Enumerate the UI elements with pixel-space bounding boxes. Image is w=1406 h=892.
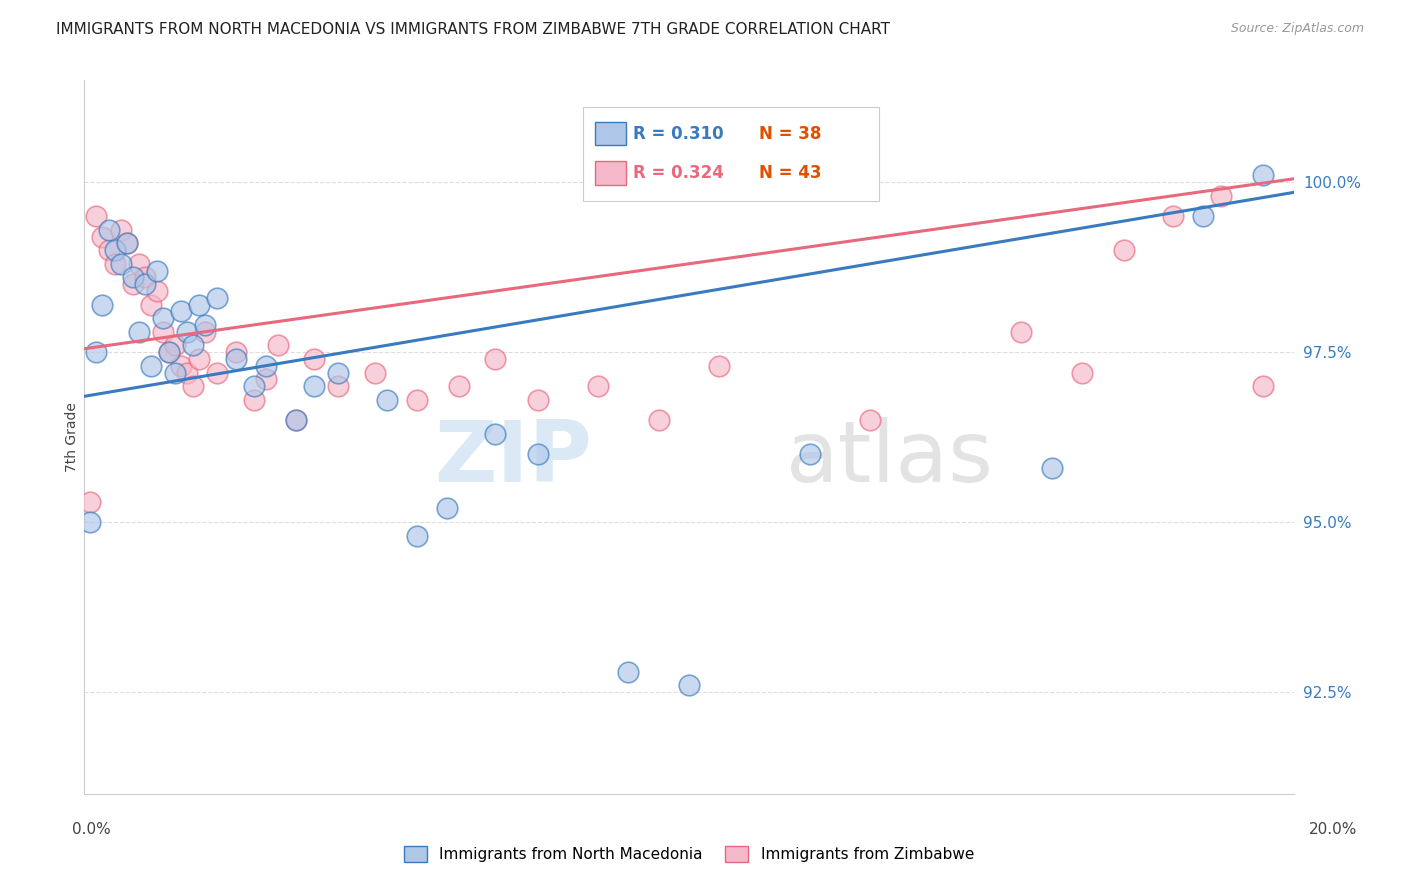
Point (436, 501, 458, 516)
Point (115, 236, 138, 251)
Point (134, 270, 156, 285)
Point (157, 345, 180, 359)
Point (121, 277, 143, 292)
Point (194, 325, 217, 339)
Point (1114, 243, 1136, 257)
Point (165, 366, 187, 380)
Point (328, 379, 350, 393)
Point (104, 257, 127, 271)
Point (242, 392, 264, 407)
Point (139, 297, 162, 311)
Point (799, 447, 821, 461)
Point (254, 359, 277, 373)
Point (207, 291, 229, 305)
Point (484, 351, 506, 366)
Point (375, 392, 398, 407)
Point (176, 366, 198, 380)
Point (1209, 189, 1232, 203)
Point (181, 338, 204, 352)
Legend: Immigrants from North Macedonia, Immigrants from Zimbabwe: Immigrants from North Macedonia, Immigra… (398, 840, 980, 868)
Point (165, 338, 187, 352)
Point (267, 338, 290, 352)
Point (254, 372, 277, 386)
Point (588, 379, 610, 393)
Point (91, 297, 114, 311)
Point (188, 297, 211, 311)
Text: 20.0%: 20.0% (1309, 822, 1357, 837)
Point (79, 494, 101, 508)
Point (1192, 209, 1215, 223)
Point (146, 263, 169, 277)
Point (128, 257, 150, 271)
Point (170, 359, 193, 373)
Point (115, 236, 138, 251)
Point (242, 379, 264, 393)
Point (527, 447, 550, 461)
Point (1040, 460, 1063, 475)
Y-axis label: 7th Grade: 7th Grade (65, 402, 79, 472)
Text: ZIP: ZIP (434, 417, 592, 500)
Point (152, 311, 174, 326)
Point (170, 304, 193, 318)
Point (285, 413, 308, 427)
Point (859, 413, 882, 427)
Point (406, 528, 429, 542)
Point (91, 229, 114, 244)
Point (97, 223, 120, 237)
Point (449, 379, 471, 393)
Point (225, 351, 247, 366)
Point (176, 325, 198, 339)
Point (97, 243, 120, 257)
Point (328, 366, 350, 380)
Point (302, 351, 325, 366)
Point (1253, 169, 1275, 183)
Text: IMMIGRANTS FROM NORTH MACEDONIA VS IMMIGRANTS FROM ZIMBABWE 7TH GRADE CORRELATIO: IMMIGRANTS FROM NORTH MACEDONIA VS IMMIG… (56, 22, 890, 37)
Point (1071, 366, 1094, 380)
Point (527, 392, 550, 407)
Point (207, 366, 229, 380)
Point (86, 345, 108, 359)
Point (302, 379, 325, 393)
Point (648, 413, 671, 427)
Point (134, 277, 156, 292)
Point (1011, 325, 1033, 339)
Point (110, 257, 132, 271)
Point (152, 325, 174, 339)
Point (484, 426, 506, 441)
Point (104, 243, 127, 257)
Point (363, 366, 385, 380)
Point (128, 325, 150, 339)
Point (1161, 209, 1184, 223)
Point (194, 318, 217, 332)
Point (1253, 379, 1275, 393)
Text: Source: ZipAtlas.com: Source: ZipAtlas.com (1230, 22, 1364, 36)
Text: R = 0.324: R = 0.324 (633, 164, 724, 182)
Point (709, 359, 731, 373)
Text: N = 43: N = 43 (759, 164, 821, 182)
Point (146, 284, 169, 298)
Point (79, 515, 101, 529)
Point (285, 413, 308, 427)
Point (139, 359, 162, 373)
Point (157, 345, 180, 359)
Point (181, 379, 204, 393)
Text: atlas: atlas (786, 417, 994, 500)
Point (406, 392, 429, 407)
Point (110, 223, 132, 237)
Text: R = 0.310: R = 0.310 (633, 125, 723, 143)
Point (678, 678, 700, 692)
Point (121, 270, 143, 285)
Point (617, 665, 640, 679)
Point (225, 345, 247, 359)
Point (86, 209, 108, 223)
Text: N = 38: N = 38 (759, 125, 821, 143)
Text: 0.0%: 0.0% (72, 822, 111, 837)
Point (188, 351, 211, 366)
